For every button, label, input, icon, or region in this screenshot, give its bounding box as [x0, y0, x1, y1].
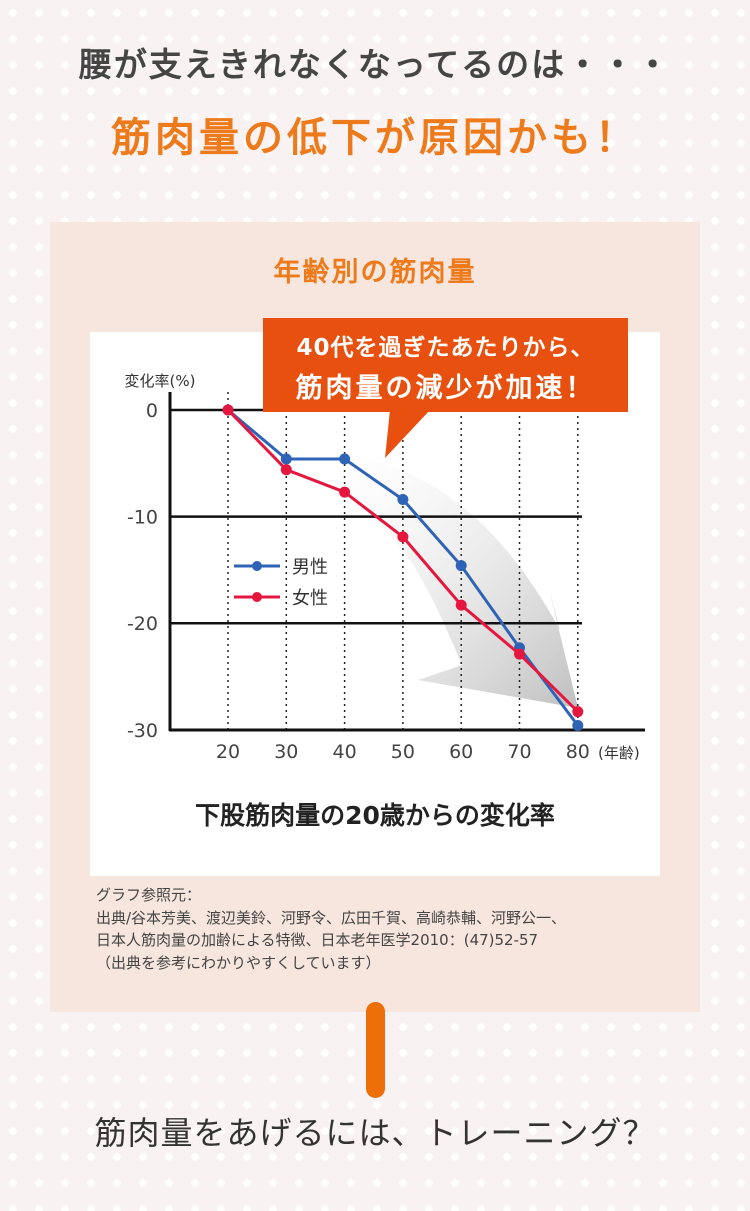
y-tick-label: -30: [127, 720, 158, 742]
callout-box: 40代を過ぎたあたりから、 筋肉量の減少が加速！: [263, 318, 628, 412]
source-line: グラフ参照元：: [96, 886, 202, 904]
source-note: グラフ参照元： 出典/谷本芳美、渡辺美鈴、河野令、広田千賀、高崎恭輔、河野公一、…: [96, 884, 566, 974]
x-tick-label: 70: [507, 741, 531, 763]
source-line: 出典/谷本芳美、渡辺美鈴、河野令、広田千賀、高崎恭輔、河野公一、: [96, 908, 567, 927]
callout-line1: 40代を過ぎたあたりから、: [296, 335, 595, 361]
callout-tail: [385, 410, 430, 458]
y-tick-label: -20: [127, 613, 158, 635]
data-point: [280, 453, 292, 465]
x-axis-unit: (年齢): [598, 744, 640, 762]
x-tick-label: 60: [449, 741, 473, 763]
data-point: [455, 599, 467, 611]
x-tick-label: 80: [566, 741, 590, 763]
source-line: （出典を参考にわかりやすくしています）: [96, 953, 381, 972]
x-tick-label: 40: [333, 741, 357, 763]
trend-arrow-icon: [330, 455, 578, 708]
legend-label: 女性: [292, 588, 328, 609]
data-point: [222, 404, 234, 416]
headline-line2: 筋肉量の低下が原因かも！: [111, 115, 639, 161]
headline-line1: 腰が支えきれなくなってるのは・・・: [78, 45, 672, 84]
data-point: [397, 531, 409, 543]
data-point: [572, 706, 584, 718]
legend-marker: [252, 561, 262, 571]
y-axis-label: 変化率(%): [125, 372, 196, 390]
panel-title: 年齢別の筋肉量: [273, 257, 477, 288]
x-tick-label: 20: [216, 741, 240, 763]
footer-question: 筋肉量をあげるには、トレーニング？: [94, 1114, 656, 1152]
chart-subtitle: 下股筋肉量の20歳からの変化率: [195, 801, 555, 830]
data-point: [280, 464, 292, 476]
legend-marker: [252, 592, 262, 602]
callout-line2: 筋肉量の減少が加速！: [295, 373, 596, 404]
data-point: [514, 648, 525, 660]
data-point: [572, 720, 584, 732]
data-point: [397, 494, 409, 506]
divider-bar: [366, 1002, 385, 1098]
source-line: 日本人筋肉量の加齢による特徴、日本老年医学2010：(47)52-57: [96, 931, 539, 949]
y-tick-label: 0: [146, 400, 158, 422]
data-point: [339, 486, 351, 498]
chart-card: [90, 332, 660, 876]
data-point: [339, 453, 351, 465]
x-tick-label: 50: [391, 741, 415, 763]
y-tick-label: -10: [127, 507, 158, 529]
x-tick-label: 30: [274, 741, 298, 763]
data-point: [455, 560, 467, 572]
legend-label: 男性: [292, 557, 328, 578]
